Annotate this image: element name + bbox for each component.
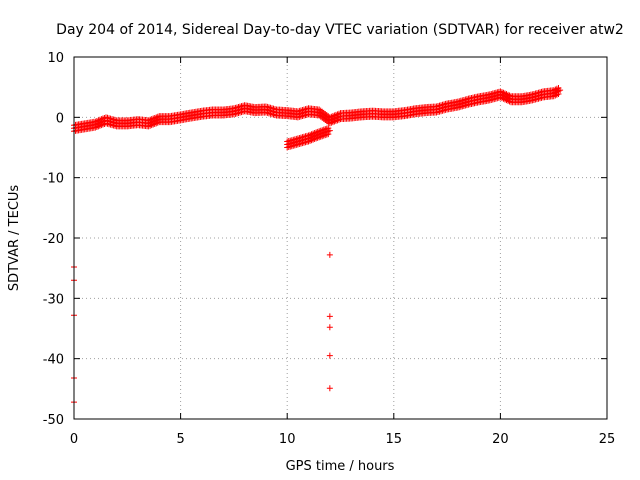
grid-lines bbox=[74, 57, 607, 419]
data-point bbox=[557, 87, 564, 94]
x-tick-label: 10 bbox=[279, 432, 296, 447]
data-point bbox=[555, 90, 562, 97]
x-tick-label: 25 bbox=[599, 432, 616, 447]
data-point bbox=[325, 131, 332, 138]
y-tick-label: 10 bbox=[47, 51, 64, 66]
data-point bbox=[326, 127, 333, 134]
outlier-point bbox=[326, 251, 333, 258]
y-axis-label: SDTVAR / TECUs bbox=[7, 185, 22, 292]
x-tick-label: 0 bbox=[70, 432, 78, 447]
outlier-point bbox=[326, 385, 333, 392]
y-tick-label: -20 bbox=[43, 232, 64, 247]
outlier-point bbox=[326, 324, 333, 331]
x-axis-label: GPS time / hours bbox=[286, 459, 395, 474]
y-tick-label: -10 bbox=[43, 172, 64, 187]
y-tick-label: 0 bbox=[56, 111, 64, 126]
x-tick-label: 15 bbox=[386, 432, 403, 447]
y-tick-label: -40 bbox=[43, 353, 64, 368]
outlier-point bbox=[326, 352, 333, 359]
data-points bbox=[71, 84, 564, 406]
plot-frame bbox=[73, 56, 608, 420]
chart-title: Day 204 of 2014, Sidereal Day-to-day VTE… bbox=[56, 22, 624, 38]
y-tick-label: -50 bbox=[43, 413, 64, 428]
tick-labels: 0 5 10 15 20 25 10 0 -10 -20 -30 -40 -50 bbox=[43, 51, 616, 447]
y-tick-label: -30 bbox=[43, 292, 64, 307]
x-tick-label: 20 bbox=[492, 432, 509, 447]
outlier-point bbox=[326, 313, 333, 320]
x-tick-label: 5 bbox=[176, 432, 184, 447]
